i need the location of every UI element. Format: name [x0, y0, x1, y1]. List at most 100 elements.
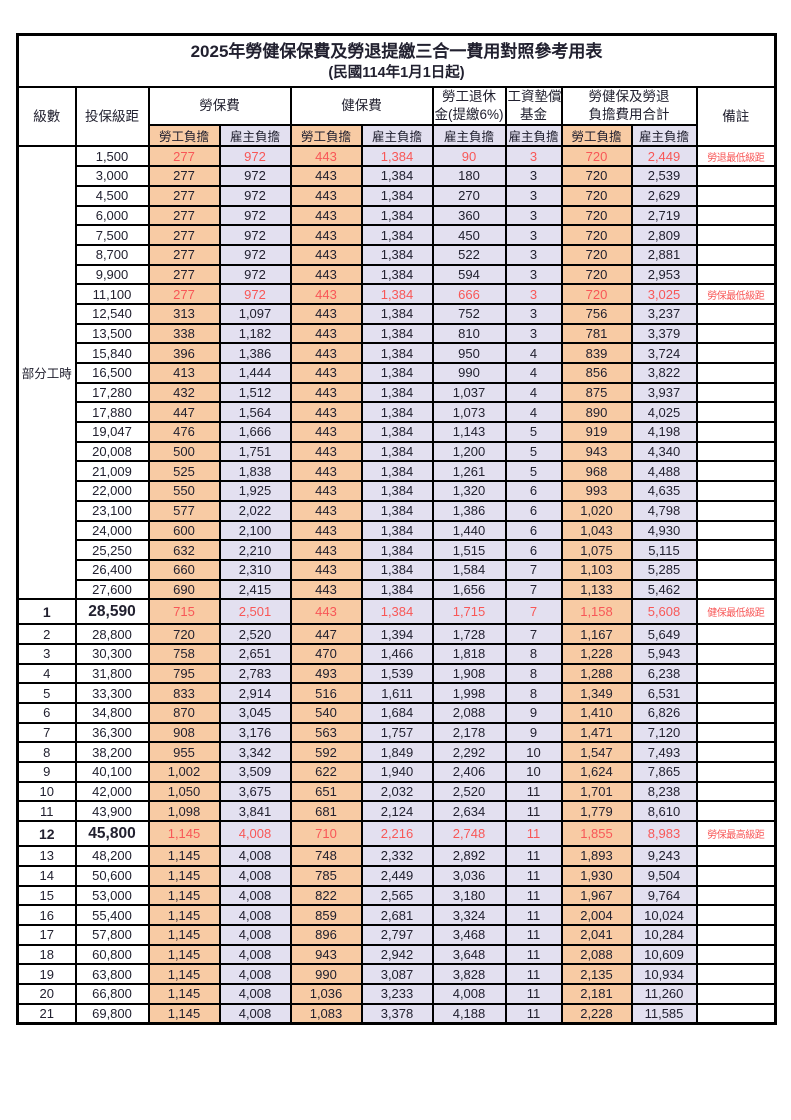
table-row: 25,250 632 2,210 443 1,384 1,515 6 1,075 5,115 [18, 539, 777, 561]
value-cell: 3,468 [431, 923, 507, 946]
value-cell: 1,757 [360, 721, 434, 744]
value-cell: 4,008 [218, 1002, 292, 1025]
value-cell: 443 [289, 440, 363, 463]
remark-cell [695, 982, 777, 1005]
value-cell: 1,384 [360, 243, 434, 266]
value-cell: 522 [431, 243, 507, 266]
value-cell: 9,504 [630, 864, 698, 887]
bracket-cell: 40,100 [74, 761, 150, 783]
value-cell: 1,547 [560, 741, 633, 764]
remark-cell [695, 224, 777, 246]
value-cell: 443 [289, 381, 363, 404]
value-cell: 7 [504, 623, 563, 645]
value-cell: 2,634 [431, 800, 507, 823]
value-cell: 443 [289, 558, 363, 581]
value-cell: 720 [560, 263, 633, 286]
value-cell: 2,135 [560, 963, 633, 985]
value-cell: 1,666 [218, 421, 292, 443]
bracket-cell: 22,000 [74, 480, 150, 502]
table-row: 8 38,200 955 3,342 592 1,849 2,292 10 1,547 7,493 [16, 741, 777, 764]
value-cell: 1,145 [147, 943, 221, 966]
remark-cell [695, 558, 777, 581]
value-cell: 822 [289, 884, 363, 907]
table-row: 部分工時 1,500 277 972 443 1,384 90 3 720 2,449 勞退最低級距 [16, 145, 777, 601]
value-cell: 1,656 [431, 578, 507, 601]
value-cell: 5,943 [630, 642, 698, 665]
value-cell: 443 [289, 342, 363, 364]
remark-cell [695, 263, 777, 286]
table-row: 11,100 277 972 443 1,384 666 3 720 3,025 勞保最低級距 [18, 283, 777, 305]
value-cell: 2,809 [630, 224, 698, 246]
value-cell: 1,037 [431, 381, 507, 404]
value-cell: 11 [504, 800, 563, 823]
value-cell: 1,200 [431, 440, 507, 463]
header-total: 勞健保及勞退 負擔費用合計 [560, 85, 698, 127]
level-cell: 19 [16, 963, 77, 985]
value-cell: 715 [147, 598, 221, 626]
value-cell: 720 [560, 145, 633, 168]
value-cell: 6,238 [630, 662, 698, 685]
remark-cell [695, 165, 777, 187]
value-cell: 6 [504, 480, 563, 502]
value-cell: 1,728 [431, 623, 507, 645]
value-cell: 4,198 [630, 421, 698, 443]
table-row: 10 42,000 1,050 3,675 651 2,032 2,520 11 1,701 8,… [16, 780, 777, 803]
remark-cell [695, 342, 777, 364]
value-cell: 720 [560, 224, 633, 246]
value-cell: 1,386 [431, 499, 507, 522]
value-cell: 1,384 [360, 283, 434, 305]
value-cell: 1,145 [147, 864, 221, 887]
bracket-cell: 8,700 [74, 243, 150, 266]
value-cell: 443 [289, 224, 363, 246]
value-cell: 270 [431, 184, 507, 207]
value-cell: 11 [504, 982, 563, 1005]
table-row: 9 40,100 1,002 3,509 622 1,940 2,406 10 1,624 7,8… [16, 761, 777, 783]
value-cell: 2,520 [431, 780, 507, 803]
bracket-cell: 17,280 [74, 381, 150, 404]
value-cell: 4,930 [630, 519, 698, 542]
value-cell: 4,008 [218, 884, 292, 907]
value-cell: 1,384 [360, 460, 434, 483]
remark-cell [695, 963, 777, 985]
value-cell: 1,384 [360, 539, 434, 561]
value-cell: 9,764 [630, 884, 698, 907]
bracket-cell: 19,047 [74, 421, 150, 443]
remark-cell [695, 800, 777, 823]
value-cell: 11 [504, 904, 563, 926]
remark-cell [695, 884, 777, 907]
value-cell: 2,539 [630, 165, 698, 187]
value-cell: 1,998 [431, 682, 507, 704]
value-cell: 443 [289, 302, 363, 325]
value-cell: 4 [504, 342, 563, 364]
value-cell: 11 [504, 923, 563, 946]
remark-cell [695, 362, 777, 384]
value-cell: 1,145 [147, 963, 221, 985]
value-cell: 1,145 [147, 820, 221, 848]
table-row: 20,008 500 1,751 443 1,384 1,200 5 943 4,340 [18, 440, 777, 463]
value-cell: 10,609 [630, 943, 698, 966]
bracket-cell: 55,400 [74, 904, 150, 926]
value-cell: 919 [560, 421, 633, 443]
value-cell: 4,008 [218, 963, 292, 985]
value-cell: 3,724 [630, 342, 698, 364]
premium-reference-table: 2025年勞健保保費及勞退提繳三合一費用對照參考用表 (民國114年1月1日起)… [16, 33, 778, 1026]
value-cell: 943 [560, 440, 633, 463]
header-remark: 備註 [695, 85, 777, 148]
value-cell: 3,036 [431, 864, 507, 887]
value-cell: 2,004 [560, 904, 633, 926]
value-cell: 11 [504, 845, 563, 867]
value-cell: 3,087 [360, 963, 434, 985]
value-cell: 277 [147, 184, 221, 207]
remark-cell [695, 943, 777, 966]
level-cell: 9 [16, 761, 77, 783]
value-cell: 6,531 [630, 682, 698, 704]
value-cell: 8,238 [630, 780, 698, 803]
remark-cell: 勞退最低級距 [695, 145, 777, 168]
value-cell: 10 [504, 741, 563, 764]
remark-cell [695, 1002, 777, 1025]
value-cell: 1,384 [360, 224, 434, 246]
value-cell: 1,098 [147, 800, 221, 823]
value-cell: 1,320 [431, 480, 507, 502]
table-row: 19,047 476 1,666 443 1,384 1,143 5 919 4,198 [18, 421, 777, 443]
value-cell: 1,073 [431, 401, 507, 424]
